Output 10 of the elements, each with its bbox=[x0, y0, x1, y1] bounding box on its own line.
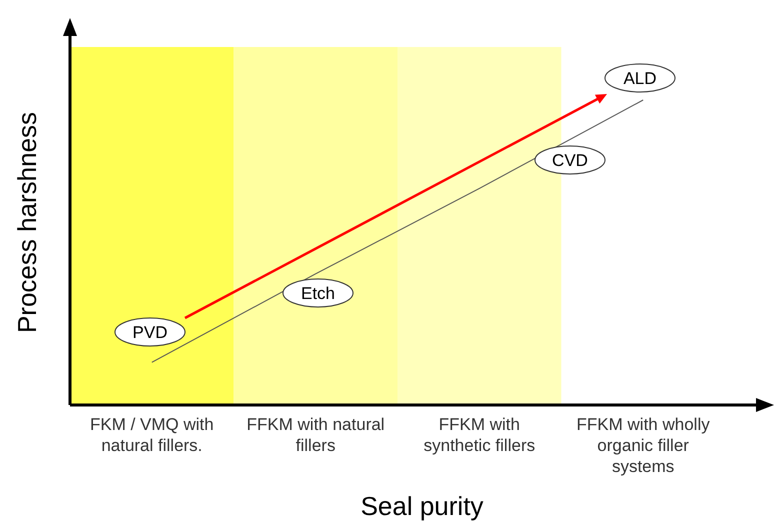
x-tick-label: FFKM with natural fillers bbox=[246, 415, 385, 455]
annotation: Etch bbox=[300, 284, 336, 303]
x-tick-label: FKM / VMQ with natural fillers. bbox=[90, 415, 214, 455]
x-tick-label: FFKM with synthetic fillers bbox=[424, 415, 536, 455]
y-axis-title: Process harshness bbox=[12, 112, 42, 334]
annotation: PVD bbox=[132, 323, 168, 342]
text: ALD bbox=[623, 69, 657, 88]
annotation: CVD bbox=[552, 151, 588, 170]
x-axis-title: Seal purity bbox=[360, 491, 484, 521]
x-tick-label: FFKM with wholly organic filler systems bbox=[576, 415, 710, 476]
